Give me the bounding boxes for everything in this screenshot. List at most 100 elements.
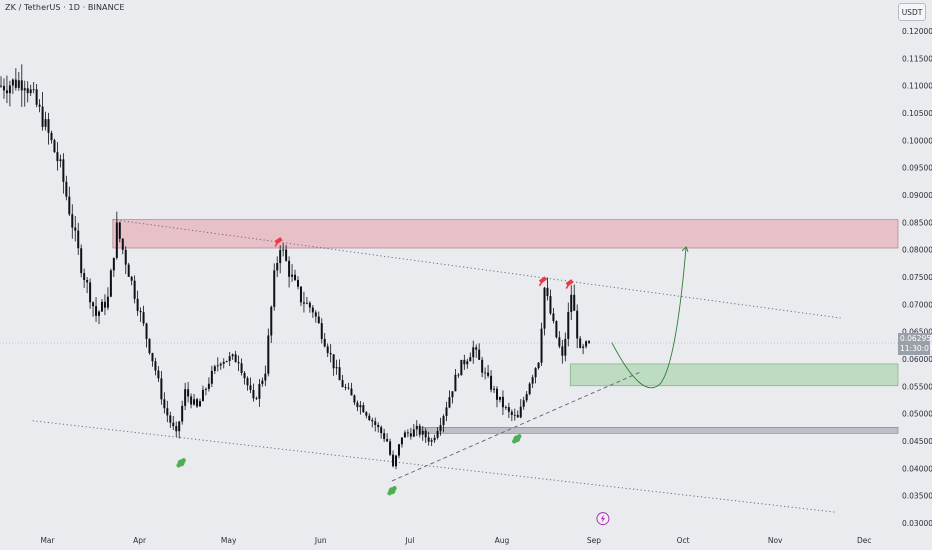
sell-signal-icon[interactable] bbox=[538, 276, 547, 287]
candle bbox=[68, 186, 71, 216]
candle bbox=[196, 397, 199, 409]
candle bbox=[130, 275, 133, 286]
candle bbox=[528, 382, 531, 396]
candle-body bbox=[427, 437, 430, 442]
candle bbox=[178, 420, 181, 439]
projection-curve[interactable] bbox=[611, 246, 687, 389]
candle bbox=[573, 284, 576, 311]
candle bbox=[588, 339, 591, 345]
candle-body bbox=[356, 402, 359, 408]
gray-zone[interactable] bbox=[421, 427, 899, 434]
event-icon[interactable] bbox=[596, 512, 610, 526]
support-zone[interactable] bbox=[569, 363, 899, 387]
candle bbox=[484, 367, 487, 380]
candle bbox=[552, 308, 555, 324]
candle-body bbox=[302, 302, 305, 304]
candle-body bbox=[498, 396, 501, 400]
resistance-zone[interactable] bbox=[112, 219, 899, 249]
candle bbox=[445, 401, 448, 422]
candle-body bbox=[588, 341, 591, 343]
candle-body bbox=[151, 353, 154, 362]
sell-head bbox=[565, 279, 574, 287]
candle-body bbox=[430, 440, 433, 442]
candle-body bbox=[59, 159, 62, 162]
candle bbox=[121, 238, 124, 255]
candle-body bbox=[252, 390, 255, 399]
candle bbox=[504, 405, 507, 410]
y-axis[interactable]: 0.12000 0.11500 0.11000 0.10500 0.10000 0.095… bbox=[902, 27, 932, 528]
lightning-icon bbox=[600, 514, 605, 523]
x-axis[interactable]: Mar Apr May Jun Jul Aug Sep Oct Nov Dec bbox=[40, 536, 871, 545]
candle bbox=[20, 64, 23, 107]
candle bbox=[297, 276, 299, 290]
candle-body bbox=[338, 367, 341, 381]
candle-body bbox=[139, 310, 142, 313]
candle bbox=[41, 91, 44, 131]
candle-body bbox=[270, 306, 273, 336]
trendline-3[interactable] bbox=[391, 371, 642, 482]
candle-body bbox=[145, 323, 148, 339]
candle-body bbox=[386, 439, 389, 442]
candle bbox=[389, 438, 392, 457]
candle bbox=[415, 420, 418, 437]
candle bbox=[71, 204, 74, 239]
candle bbox=[576, 304, 579, 349]
candle-body bbox=[216, 365, 219, 367]
candle-body bbox=[124, 249, 127, 265]
candle bbox=[246, 376, 249, 391]
x-tick-label: Oct bbox=[677, 536, 690, 545]
candle-body bbox=[255, 398, 258, 400]
candle bbox=[32, 82, 35, 94]
y-tick-label: 0.05500 bbox=[902, 382, 932, 391]
candle-body bbox=[23, 88, 26, 91]
trendline-1[interactable] bbox=[112, 219, 841, 319]
candle bbox=[23, 80, 26, 107]
candle-body bbox=[175, 426, 178, 432]
candle bbox=[59, 154, 62, 168]
candle bbox=[460, 359, 463, 376]
candle-body bbox=[249, 385, 252, 391]
currency-button[interactable]: USDT bbox=[898, 3, 926, 21]
candle-body bbox=[439, 425, 442, 432]
candle-body bbox=[41, 106, 44, 127]
buy-dot bbox=[181, 458, 186, 463]
candle bbox=[519, 399, 522, 419]
candle-body bbox=[38, 104, 41, 107]
candle-body bbox=[118, 222, 121, 239]
candle bbox=[222, 358, 225, 369]
candle bbox=[448, 390, 451, 409]
buy-dot bbox=[176, 463, 181, 468]
sell-head bbox=[538, 276, 547, 284]
candle-body bbox=[421, 430, 424, 435]
candle bbox=[53, 138, 56, 153]
sell-signal-icon[interactable] bbox=[274, 237, 283, 247]
candle-body bbox=[98, 311, 101, 316]
sell-signal-icon[interactable] bbox=[565, 279, 574, 289]
candle-body bbox=[507, 407, 510, 412]
buy-signal-icon[interactable] bbox=[176, 458, 186, 468]
candle-body bbox=[56, 152, 59, 162]
buy-signal-icon[interactable] bbox=[512, 434, 522, 444]
candle bbox=[2, 78, 5, 99]
candle-body bbox=[314, 312, 317, 317]
sell-handle bbox=[274, 241, 279, 247]
candle-body bbox=[44, 119, 47, 127]
candle bbox=[454, 369, 457, 392]
candle-body bbox=[383, 433, 386, 440]
candle-body bbox=[451, 391, 454, 398]
candle-body bbox=[397, 444, 400, 456]
trendline-2[interactable] bbox=[32, 420, 835, 513]
candle bbox=[83, 268, 86, 288]
candle-body bbox=[377, 424, 380, 428]
candle-body bbox=[531, 377, 534, 384]
buy-signal-icon[interactable] bbox=[387, 486, 397, 496]
candle bbox=[412, 423, 415, 438]
candle bbox=[201, 385, 204, 402]
candle-body bbox=[380, 427, 383, 434]
candle-body bbox=[389, 441, 392, 455]
candle-body bbox=[561, 346, 564, 356]
candle-body bbox=[552, 313, 555, 322]
candle bbox=[365, 411, 368, 419]
candle bbox=[323, 332, 326, 348]
